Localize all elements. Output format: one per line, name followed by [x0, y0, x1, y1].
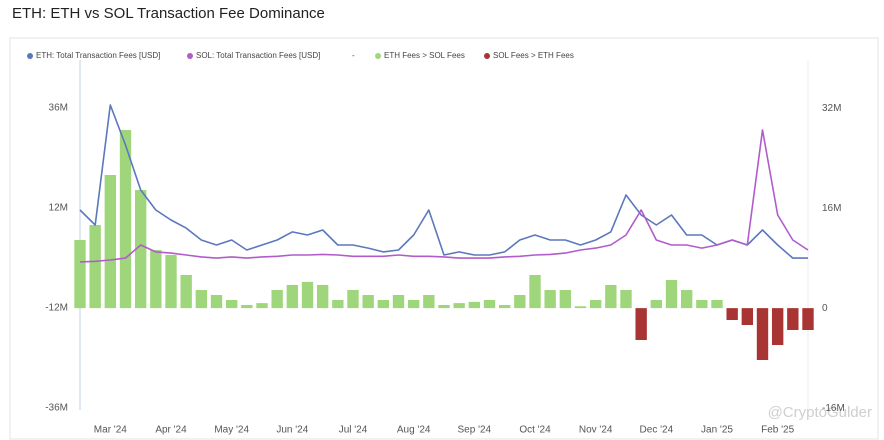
x-tick-label: Jul '24 — [339, 425, 368, 436]
bar — [150, 250, 162, 309]
bar — [362, 295, 374, 309]
chart-title: ETH: ETH vs SOL Transaction Fee Dominanc… — [12, 5, 325, 22]
bar — [483, 300, 496, 309]
bar — [423, 295, 435, 309]
bar — [680, 290, 693, 309]
bar — [771, 308, 784, 345]
bar — [271, 290, 283, 309]
x-tick-label: Oct '24 — [519, 425, 551, 436]
bar — [316, 285, 329, 309]
x-tick-label: Dec '24 — [640, 425, 674, 436]
bar — [650, 300, 663, 309]
x-tick-label: Jan '25 — [701, 425, 733, 436]
x-tick-label: Apr '24 — [155, 425, 187, 436]
x-tick-label: Sep '24 — [458, 425, 492, 436]
bar — [802, 308, 814, 330]
legend-label: ETH Fees > SOL Fees — [384, 51, 465, 60]
bar — [544, 290, 556, 309]
y2-tick-label: 0 — [822, 303, 828, 314]
bar — [104, 175, 117, 309]
bar — [347, 290, 359, 309]
x-tick-label: Aug '24 — [397, 425, 431, 436]
bar — [180, 275, 192, 309]
x-tick-label: Mar '24 — [94, 425, 127, 436]
y-tick-label: -36M — [45, 403, 68, 414]
bar — [195, 290, 208, 309]
y2-tick-label: 16M — [822, 203, 841, 214]
bar — [210, 295, 223, 309]
bar — [498, 305, 511, 309]
bar — [726, 308, 738, 320]
bar — [134, 190, 147, 309]
bar — [377, 300, 390, 309]
bar — [620, 290, 632, 309]
bar — [514, 295, 526, 309]
bar — [529, 275, 541, 309]
watermark: @CryptoGulder — [768, 404, 872, 421]
bar — [119, 130, 132, 309]
bar — [787, 308, 799, 330]
bar — [332, 300, 344, 309]
x-tick-label: Nov '24 — [579, 425, 613, 436]
y-tick-label: -12M — [45, 303, 68, 314]
bar — [605, 285, 617, 309]
bar — [438, 305, 450, 309]
y-tick-label: 12M — [49, 203, 68, 214]
bar — [574, 306, 587, 309]
bar — [756, 308, 769, 360]
legend-separator: - — [352, 51, 355, 60]
line — [79, 129, 809, 263]
legend-marker — [375, 53, 381, 59]
legend-marker — [187, 53, 193, 59]
x-tick-label: May '24 — [214, 425, 249, 436]
bar — [89, 225, 101, 309]
bar — [225, 300, 238, 309]
bar — [165, 255, 177, 309]
x-tick-label: Feb '25 — [761, 425, 794, 436]
bar — [286, 285, 299, 309]
x-tick-label: Jun '24 — [276, 425, 308, 436]
legend-label: SOL: Total Transaction Fees [USD] — [196, 51, 320, 60]
bar — [635, 308, 647, 340]
bar — [256, 303, 268, 309]
bar — [453, 303, 465, 309]
y2-tick-label: 32M — [822, 103, 841, 114]
bar — [241, 305, 253, 309]
y-tick-label: 36M — [49, 103, 68, 114]
bar — [696, 300, 708, 309]
bar — [559, 290, 572, 309]
bar — [468, 301, 481, 309]
legend-label: SOL Fees > ETH Fees — [493, 51, 574, 60]
bar — [301, 281, 314, 309]
chart-frame — [9, 37, 879, 440]
bar — [665, 280, 678, 309]
bar — [74, 240, 86, 309]
bar — [711, 300, 723, 309]
legend-marker — [27, 53, 33, 59]
bar — [392, 295, 405, 309]
legend-label: ETH: Total Transaction Fees [USD] — [36, 51, 160, 60]
bar — [741, 308, 754, 325]
line — [79, 104, 808, 259]
bar — [589, 300, 602, 309]
y2-tick-label: -16M — [822, 403, 845, 414]
legend-marker — [484, 53, 490, 59]
bar — [407, 300, 420, 309]
